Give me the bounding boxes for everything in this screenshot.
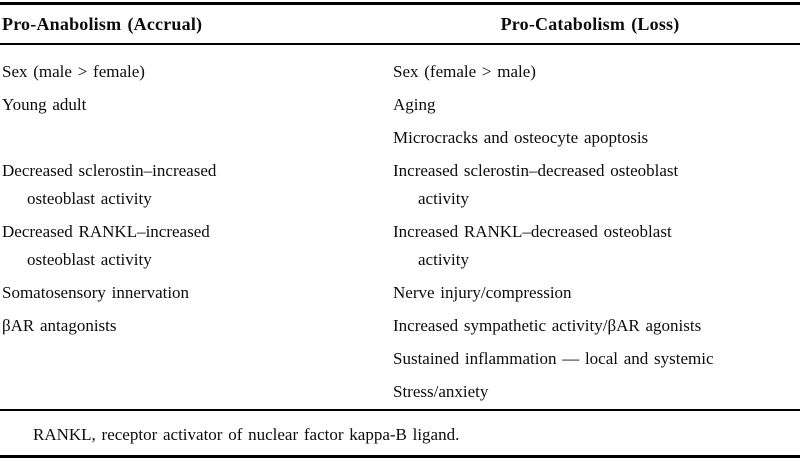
footnote-rule [0, 409, 800, 411]
table-row: Decreased sclerostin–increased osteoblas… [0, 157, 800, 213]
cell-anabolism: Decreased RANKL–increased osteoblast act… [0, 218, 380, 274]
cell-anabolism: Somatosensory innervation [0, 279, 380, 307]
cell-anabolism: Young adult [0, 91, 380, 119]
cell-text: Sex (male > female) [2, 62, 145, 81]
cell-text-continued: osteoblast activity [27, 189, 152, 208]
cell-catabolism: Microcracks and osteocyte apoptosis [380, 124, 800, 152]
table-row: Sex (male > female) Sex (female > male) [0, 58, 800, 86]
table-header-row: Pro-Anabolism (Accrual) Pro-Catabolism (… [0, 5, 800, 43]
cell-text: Somatosensory innervation [2, 283, 190, 302]
table-row: Stress/anxiety [0, 378, 800, 406]
cell-catabolism: Nerve injury/compression [380, 279, 800, 307]
cell-anabolism: βAR antagonists [0, 312, 380, 340]
table-row: βAR antagonists Increased sympathetic ac… [0, 312, 800, 340]
cell-text: Young adult [2, 95, 87, 114]
cell-catabolism: Increased RANKL–decreased osteoblast act… [380, 218, 800, 274]
bottom-rule [0, 455, 800, 458]
cell-text: Sustained inflammation — local and syste… [393, 349, 714, 368]
cell-text: βAR antagonists [2, 316, 117, 335]
column-header-pro-anabolism: Pro-Anabolism (Accrual) [2, 14, 203, 34]
cell-text: Nerve injury/compression [393, 283, 572, 302]
cell-anabolism: Sex (male > female) [0, 58, 380, 86]
cell-text-continued: activity [418, 189, 469, 208]
cell-text-continued: activity [418, 250, 469, 269]
top-rule [0, 2, 800, 5]
cell-text: Sex (female > male) [393, 62, 536, 81]
header-rule [0, 43, 800, 45]
cell-text: Increased RANKL–decreased osteoblast [393, 222, 672, 241]
cell-text: Decreased RANKL–increased [2, 222, 210, 241]
cell-text: Increased sympathetic activity/βAR agoni… [393, 316, 702, 335]
table-row: Somatosensory innervation Nerve injury/c… [0, 279, 800, 307]
cell-text: Decreased sclerostin–increased [2, 161, 217, 180]
cell-catabolism: Sustained inflammation — local and syste… [380, 345, 800, 373]
table-body: Sex (male > female) Sex (female > male) … [0, 45, 800, 409]
cell-text-continued: osteoblast activity [27, 250, 152, 269]
cell-catabolism: Stress/anxiety [380, 378, 800, 406]
footnote: RANKL, receptor activator of nuclear fac… [33, 425, 460, 444]
table-row: Young adult Aging [0, 91, 800, 119]
cell-text: Stress/anxiety [393, 382, 489, 401]
cell-catabolism: Sex (female > male) [380, 58, 800, 86]
cell-text: Increased sclerostin–decreased osteoblas… [393, 161, 679, 180]
cell-catabolism: Aging [380, 91, 800, 119]
table-row: Decreased RANKL–increased osteoblast act… [0, 218, 800, 274]
cell-catabolism: Increased sclerostin–decreased osteoblas… [380, 157, 800, 213]
table-row: Microcracks and osteocyte apoptosis [0, 124, 800, 152]
cell-text: Aging [393, 95, 436, 114]
cell-anabolism: Decreased sclerostin–increased osteoblas… [0, 157, 380, 213]
column-header-pro-catabolism: Pro-Catabolism (Loss) [500, 14, 680, 34]
table-row: Sustained inflammation — local and syste… [0, 345, 800, 373]
cell-catabolism: Increased sympathetic activity/βAR agoni… [380, 312, 800, 340]
cell-text: Microcracks and osteocyte apoptosis [393, 128, 649, 147]
